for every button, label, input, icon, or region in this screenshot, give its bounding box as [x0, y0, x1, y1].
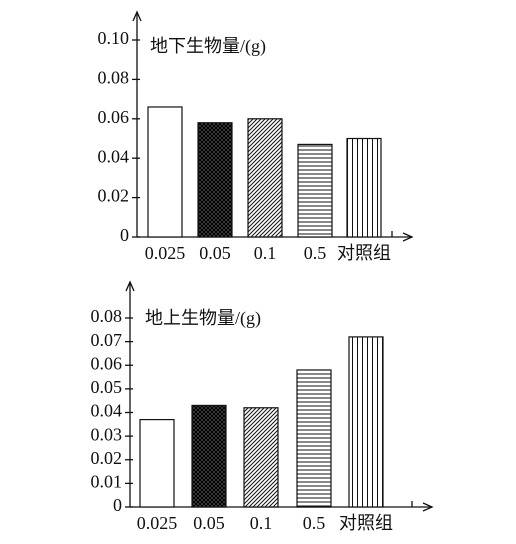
x-tick-label: 对照组 [337, 243, 391, 263]
x-axis-arrow [402, 232, 414, 242]
y-tick-label: 0.06 [91, 353, 123, 373]
x-tick-label: 0.5 [304, 243, 327, 263]
bar [191, 404, 227, 508]
bar [247, 118, 283, 238]
y-axis-arrow [132, 10, 142, 22]
y-tick-label: 0.06 [98, 107, 130, 127]
bar [197, 122, 233, 238]
y-tick-label: 0.01 [91, 472, 123, 492]
bar [296, 369, 332, 508]
bar [346, 137, 382, 238]
y-tick-label: 0.07 [91, 330, 123, 350]
bar [147, 106, 183, 238]
y-tick-label: 0 [120, 225, 129, 245]
bar [348, 336, 384, 508]
x-tick-label: 0.5 [303, 513, 326, 533]
y-tick-label: 0.08 [98, 68, 130, 88]
bar [139, 418, 175, 508]
x-tick-label: 0.05 [193, 513, 225, 533]
x-tick-label: 0.025 [137, 513, 178, 533]
y-tick-label: 0.04 [98, 146, 130, 166]
bar [297, 143, 333, 238]
y-tick-label: 0.08 [91, 306, 123, 326]
y-axis-arrow [125, 280, 135, 292]
y-tick-label: 0 [113, 495, 122, 515]
x-tick-label: 对照组 [339, 513, 393, 533]
y-tick-label: 0.10 [98, 28, 130, 48]
y-tick-label: 0.03 [91, 424, 123, 444]
y-tick-label: 0.05 [91, 377, 123, 397]
y-tick-label: 0.02 [91, 448, 123, 468]
bar [243, 407, 279, 508]
x-axis-arrow [422, 502, 434, 512]
x-tick-label: 0.1 [254, 243, 277, 263]
y-axis-label: 地上生物量/(g) [145, 308, 261, 329]
x-tick-label: 0.025 [145, 243, 186, 263]
y-tick-label: 0.04 [91, 401, 123, 421]
x-tick-label: 0.1 [250, 513, 273, 533]
x-tick-label: 0.05 [199, 243, 231, 263]
y-axis-label: 地下生物量/(g) [150, 36, 266, 57]
y-tick-label: 0.02 [98, 186, 130, 206]
